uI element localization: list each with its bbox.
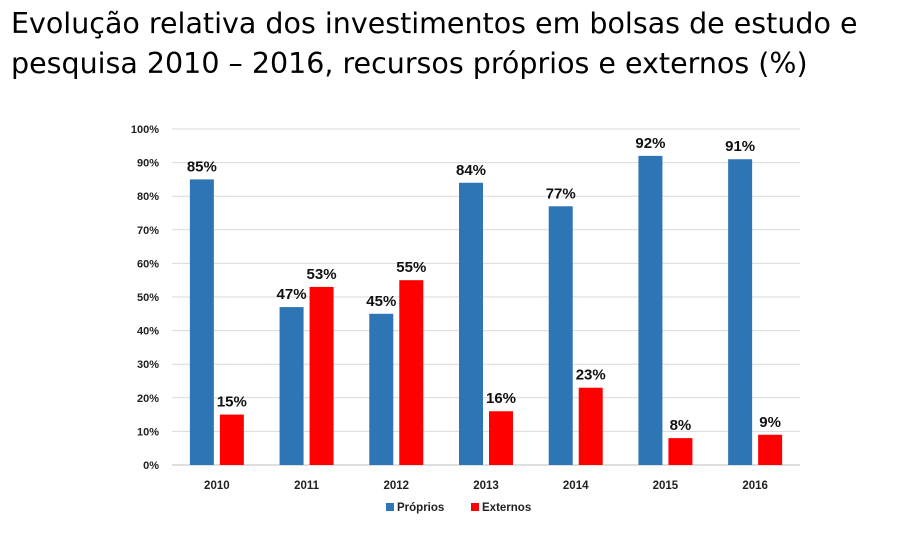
y-axis-ticks: 0% 10% 20% 30% 40% 50% 60% 70% 80% 90% 100%	[131, 124, 159, 472]
bar-externos-2014	[578, 387, 603, 465]
bar-proprios-2013	[459, 182, 483, 465]
x-tick-label: 2011	[294, 480, 320, 492]
x-tick-label: 2015	[653, 480, 679, 492]
bar-externos-2016	[758, 434, 783, 465]
data-label: 92%	[635, 135, 665, 152]
data-label: 77%	[546, 185, 576, 202]
legend-swatch	[471, 503, 479, 511]
page-title-line-1: Evolução relativa dos investimentos em b…	[11, 7, 858, 40]
data-label: 85%	[187, 158, 217, 175]
y-tick-label: 20%	[137, 393, 159, 405]
y-tick-label: 30%	[137, 359, 159, 371]
data-label: 91%	[725, 138, 755, 155]
data-label: 45%	[366, 293, 396, 310]
data-label: 8%	[670, 417, 692, 434]
data-label: 23%	[576, 367, 606, 384]
bar-externos-2013	[489, 411, 513, 465]
bar-externos-2012	[399, 280, 424, 465]
bar-proprios-2010	[189, 179, 214, 465]
bar-externos-2010	[219, 414, 244, 465]
y-tick-label: 0%	[143, 460, 159, 472]
bar-externos-2011	[309, 286, 334, 465]
legend-swatch	[386, 503, 394, 511]
x-tick-label: 2010	[204, 480, 230, 492]
legend-label: Externos	[482, 502, 531, 514]
bar-proprios-2014	[548, 206, 573, 465]
y-tick-label: 90%	[137, 158, 159, 170]
x-tick-label: 2013	[473, 480, 499, 492]
x-tick-label: 2016	[742, 480, 768, 492]
y-tick-label: 40%	[137, 326, 159, 338]
data-label: 15%	[217, 394, 247, 411]
legend-label: Próprios	[397, 502, 444, 514]
x-tick-label: 2014	[563, 480, 589, 492]
data-label: 53%	[307, 266, 337, 283]
data-label: 55%	[396, 259, 426, 276]
y-tick-label: 80%	[137, 191, 159, 203]
bar-proprios-2015	[638, 155, 663, 465]
page-title: Evolução relativa dos investimentos em b…	[11, 4, 916, 84]
y-tick-label: 70%	[137, 225, 159, 237]
x-axis-ticks: 2010 2011 2012 2013 2014 2015 2016	[204, 480, 768, 492]
page-title-line-2: pesquisa 2010 – 2016, recursos próprios …	[11, 47, 808, 80]
bar-externos-2015	[668, 438, 693, 465]
gridlines	[172, 128, 800, 466]
bars	[189, 155, 783, 466]
bar-proprios-2011	[279, 307, 304, 465]
y-tick-label: 50%	[137, 292, 159, 304]
bar-proprios-2016	[728, 159, 753, 466]
y-tick-label: 60%	[137, 258, 159, 270]
x-tick-label: 2012	[383, 480, 409, 492]
data-label: 84%	[456, 162, 486, 179]
data-label: 9%	[759, 414, 781, 431]
bar-proprios-2012	[369, 313, 394, 465]
y-tick-label: 10%	[137, 426, 159, 438]
data-label: 47%	[277, 286, 307, 303]
data-labels: 85% 15% 47%53% 45%55% 84% 16% 77% 23% 92% 8% 91% 9%	[187, 135, 781, 434]
y-tick-label: 100%	[131, 124, 159, 136]
legend: Próprios Externos	[386, 502, 531, 514]
data-label: 16%	[486, 390, 516, 407]
